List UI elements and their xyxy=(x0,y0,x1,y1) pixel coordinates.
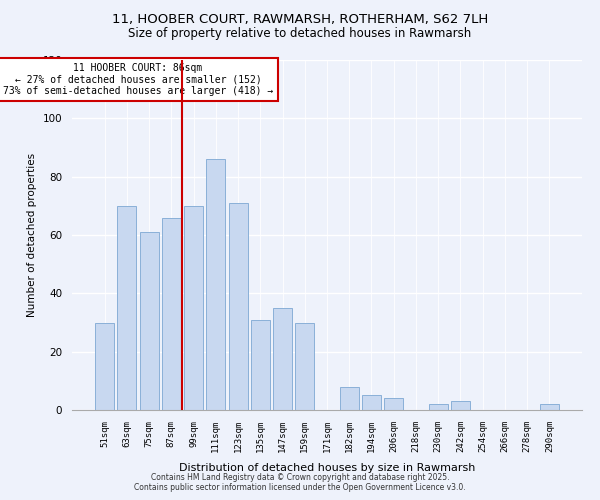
Bar xyxy=(340,386,359,410)
Bar xyxy=(184,206,203,410)
Bar xyxy=(273,308,292,410)
Bar xyxy=(229,203,248,410)
Y-axis label: Number of detached properties: Number of detached properties xyxy=(27,153,37,317)
X-axis label: Distribution of detached houses by size in Rawmarsh: Distribution of detached houses by size … xyxy=(179,463,475,473)
Bar xyxy=(206,159,225,410)
Bar xyxy=(540,404,559,410)
Text: Contains HM Land Registry data © Crown copyright and database right 2025.
Contai: Contains HM Land Registry data © Crown c… xyxy=(134,473,466,492)
Bar xyxy=(118,206,136,410)
Bar xyxy=(251,320,270,410)
Bar xyxy=(95,322,114,410)
Bar xyxy=(162,218,181,410)
Text: 11 HOOBER COURT: 86sqm
← 27% of detached houses are smaller (152)
73% of semi-de: 11 HOOBER COURT: 86sqm ← 27% of detached… xyxy=(3,63,273,96)
Bar xyxy=(362,396,381,410)
Bar xyxy=(140,232,158,410)
Bar xyxy=(295,322,314,410)
Bar xyxy=(384,398,403,410)
Text: Size of property relative to detached houses in Rawmarsh: Size of property relative to detached ho… xyxy=(128,28,472,40)
Bar xyxy=(429,404,448,410)
Text: 11, HOOBER COURT, RAWMARSH, ROTHERHAM, S62 7LH: 11, HOOBER COURT, RAWMARSH, ROTHERHAM, S… xyxy=(112,12,488,26)
Bar xyxy=(451,401,470,410)
